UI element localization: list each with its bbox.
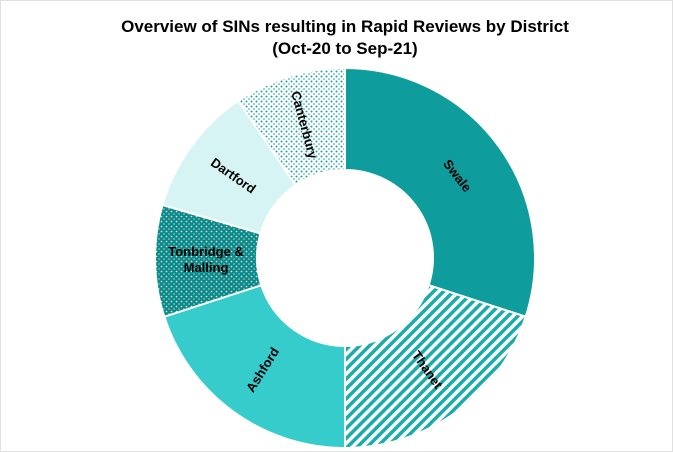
slice-label: Tonbridge & Malling: [168, 244, 244, 276]
chart-title: Overview of SINs resulting in Rapid Revi…: [121, 17, 569, 36]
chart-subtitle: (Oct-20 to Sep-21): [272, 39, 417, 58]
donut-slice: [344, 66, 536, 318]
donut-slice: [236, 66, 346, 187]
donut-slice: [163, 283, 346, 450]
donut-slice: [344, 283, 527, 450]
